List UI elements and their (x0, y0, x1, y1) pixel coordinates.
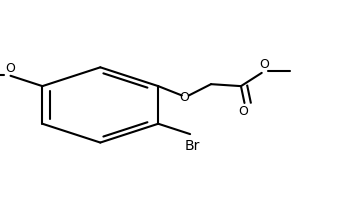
Text: O: O (238, 105, 248, 118)
Text: Br: Br (184, 139, 200, 153)
Text: O: O (180, 90, 190, 104)
Text: O: O (6, 62, 15, 75)
Text: O: O (259, 58, 269, 71)
